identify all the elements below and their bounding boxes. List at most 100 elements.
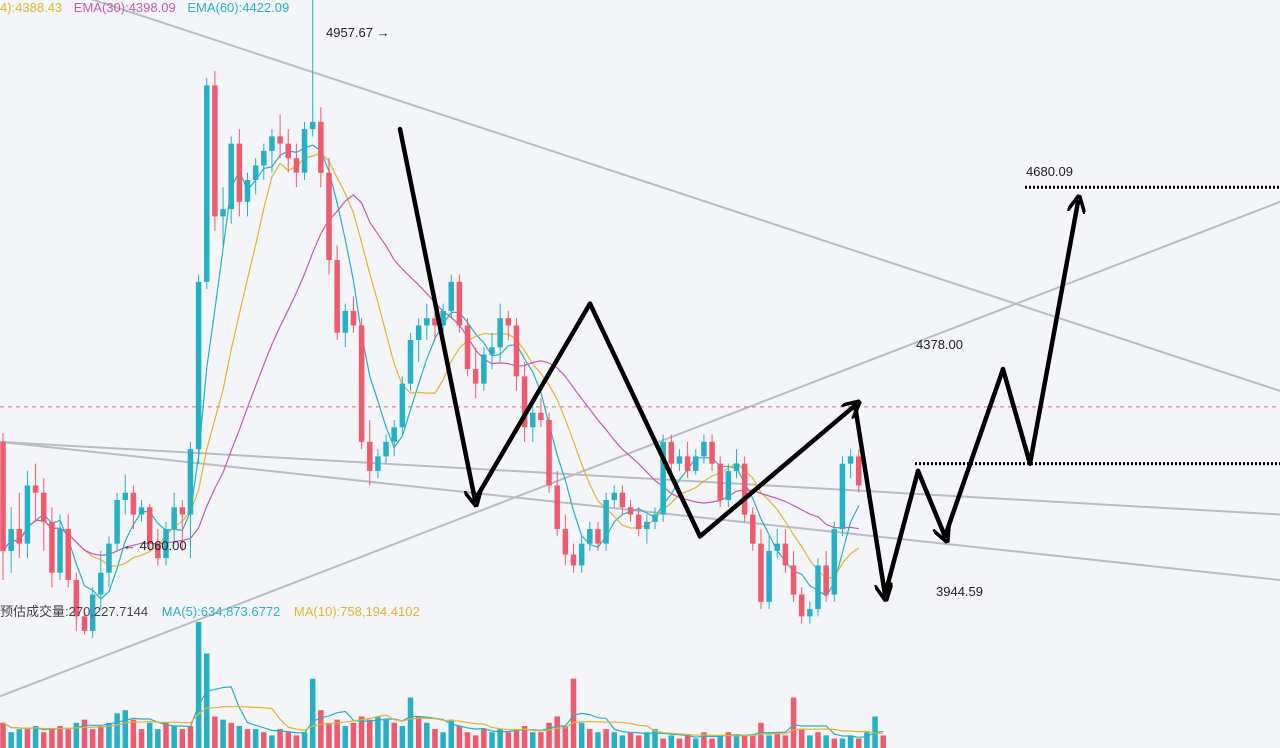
volume-bar-6	[49, 729, 55, 748]
candle-body	[0, 441, 6, 551]
ma-line-MA-long	[2, 194, 859, 557]
volume-bar-36	[293, 735, 300, 748]
volume-bar-70	[570, 678, 577, 748]
candle-body	[244, 180, 251, 202]
volume-bar-71	[578, 722, 585, 748]
candle-45	[367, 420, 373, 486]
candle-92	[750, 507, 756, 551]
volume-bar-43	[350, 722, 357, 748]
candle-22	[179, 500, 186, 551]
volume-bar-45	[367, 719, 373, 748]
volume-bar-84	[684, 735, 691, 748]
candle-body	[16, 529, 23, 544]
candle-body	[709, 441, 715, 464]
candle-body	[358, 325, 365, 442]
volume-bar-27	[220, 719, 226, 748]
volume-bar-81	[660, 738, 666, 748]
candle-body	[285, 143, 291, 159]
candle-5	[41, 478, 47, 551]
candle-49	[399, 376, 406, 435]
candle-4	[32, 463, 39, 522]
volume-bar-34	[277, 729, 283, 748]
candle-95	[774, 529, 780, 559]
candle-body	[187, 449, 194, 515]
candle-body	[293, 158, 300, 173]
candle-60	[489, 332, 495, 370]
candle-body	[717, 463, 723, 500]
candle-body	[725, 470, 732, 500]
candle-87	[709, 434, 715, 471]
candle-body	[212, 85, 218, 217]
volume-bar-82	[668, 735, 675, 748]
volume-legend: 预估成交量:270,227.7144 MA(5):634,873.6772 MA…	[0, 601, 420, 620]
candle-81	[660, 434, 666, 522]
candle-body	[130, 492, 137, 515]
volume-bar-2	[16, 729, 23, 748]
high-price-label: 4957.67 →	[326, 25, 390, 40]
candle-body	[815, 565, 821, 610]
legend-volume-ma5: MA(5):634,873.6772	[161, 604, 281, 619]
candle-body	[635, 514, 642, 530]
candle-90	[733, 449, 740, 479]
candle-body	[660, 441, 666, 515]
drawn-segment-1	[472, 301, 593, 503]
candle-85	[693, 449, 699, 475]
volume-bar-74	[603, 729, 609, 748]
volume-bar-29	[236, 725, 243, 748]
candle-104	[847, 449, 854, 479]
candle-6	[49, 507, 55, 588]
candle-96	[782, 529, 789, 573]
candle-61	[497, 303, 503, 362]
candle-10	[81, 609, 88, 635]
candle-body	[415, 325, 422, 340]
candle-25	[204, 78, 210, 290]
candle-1	[8, 507, 14, 573]
volume-bar-3	[24, 729, 31, 748]
volume-bar-15	[122, 710, 128, 748]
price-legend: 4):4388.43 EMA(30):4398.09 EMA(60):4422.…	[0, 0, 289, 15]
candle-102	[831, 521, 838, 602]
volume-bar-21	[171, 725, 177, 748]
candle-body	[114, 500, 120, 544]
candle-65	[530, 405, 536, 442]
drawn-segment-8	[1000, 366, 1033, 466]
volume-bar-44	[358, 716, 365, 748]
candle-21	[171, 492, 177, 544]
candle-48	[391, 420, 397, 457]
candle-body	[839, 463, 846, 530]
candle-body	[856, 456, 862, 486]
candle-103	[839, 456, 846, 537]
volume-ma5-line	[2, 686, 884, 738]
candle-body	[603, 500, 609, 544]
trendline-3	[0, 440, 1280, 516]
volume-bar-100	[815, 732, 821, 748]
volume-bar-10	[81, 719, 88, 748]
volume-bar-24	[195, 622, 202, 748]
candle-body	[595, 529, 601, 544]
volume-bar-108	[880, 735, 886, 748]
volume-bar-83	[676, 738, 683, 748]
volume-bar-63	[513, 729, 520, 748]
legend-ema60: EMA(60):4422.09	[187, 0, 290, 15]
volume-bar-102	[831, 738, 838, 748]
candle-body	[383, 441, 389, 457]
volume-bar-53	[432, 729, 438, 748]
target-level-layer	[915, 185, 1280, 466]
candle-body	[301, 129, 308, 173]
candle-29	[236, 129, 243, 217]
drawn-segment-3	[697, 405, 855, 539]
candle-body	[89, 594, 96, 631]
volume-bar-55	[448, 719, 454, 748]
candle-body	[350, 310, 357, 326]
candle-15	[122, 474, 128, 515]
volume-bar-42	[342, 725, 349, 748]
candle-73	[595, 521, 601, 551]
candle-body	[750, 514, 756, 544]
candle-body	[334, 260, 340, 333]
trendline-1	[0, 440, 1280, 581]
drawn-segment-7	[942, 366, 1006, 539]
candle-body	[57, 529, 63, 573]
volume-bar-47	[383, 719, 389, 748]
